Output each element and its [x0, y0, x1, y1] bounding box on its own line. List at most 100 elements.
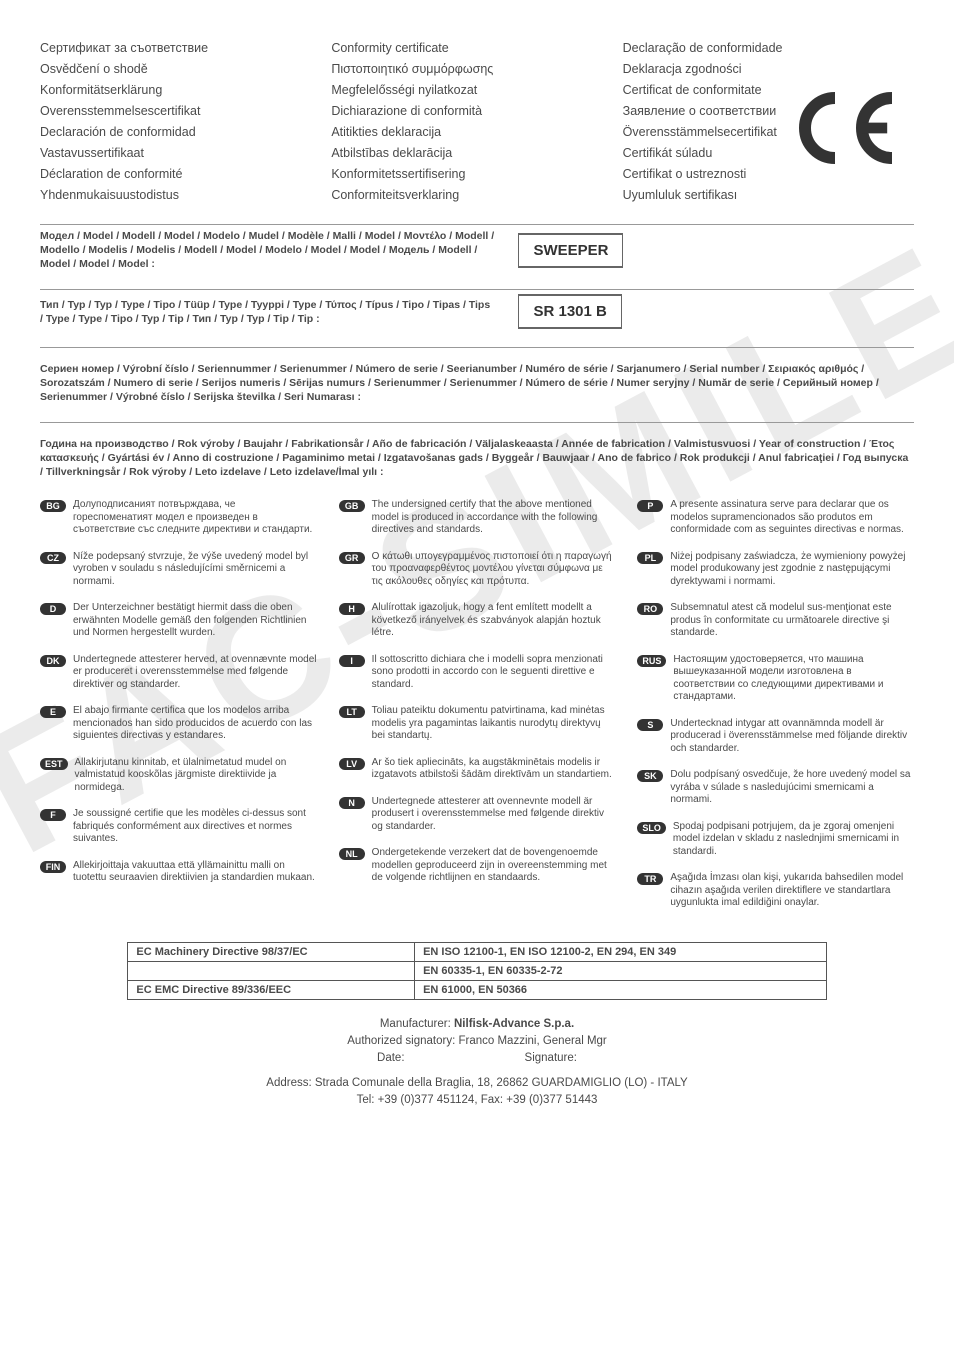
country-badge: BG	[40, 500, 66, 512]
statement-item: BG Долуподписаният потвърждава, че горесп…	[40, 499, 317, 537]
title-item: Atitikties deklaracija	[331, 122, 622, 143]
country-badge: RUS	[637, 655, 666, 667]
title-item: Uyumluluk sertifikası	[623, 185, 914, 206]
country-badge: F	[40, 809, 66, 821]
tel: Tel: +39 (0)377 451124, Fax: +39 (0)377 …	[40, 1092, 914, 1109]
manufacturer-label: Manufacturer:	[380, 1018, 454, 1030]
statement-item: DKUndertegnede attesterer herved, at ove…	[40, 654, 317, 692]
statement-item: IIl sottoscritto dichiara che i modelli …	[339, 654, 616, 692]
statement-item: EST Allakirjutanu kinnitab, et ülalnimeta…	[40, 757, 317, 795]
model-label: Модел / Model / Modell / Model / Modelo …	[40, 229, 494, 271]
statement-text: Il sottoscritto dichiara che i modelli s…	[372, 654, 616, 692]
signature-label: Signature:	[525, 1050, 577, 1067]
title-item: Vastavussertifikaat	[40, 143, 331, 164]
statement-item: D Der Unterzeichner bestätigt hiermit das…	[40, 602, 317, 640]
signatory: Authorized signatory: Franco Mazzini, Ge…	[40, 1033, 914, 1050]
title-item: Osvědčení o shodě	[40, 59, 331, 80]
country-badge: SLO	[637, 822, 666, 834]
country-badge: LV	[339, 758, 365, 770]
title-item: Deklaracja zgodności	[623, 59, 914, 80]
title-item: Atbilstības deklarācija	[331, 143, 622, 164]
statement-item: GB The undersigned certify that the above…	[339, 499, 616, 537]
statement-item: RO Subsemnatul atest că modelul sus-menţi…	[637, 602, 914, 640]
table-row: EC EMC Directive 89/336/EEC EN 61000, EN…	[128, 980, 826, 999]
statement-item: RUSНастоящим удостоверяется, что машина …	[637, 654, 914, 704]
statement-text: Undertegnede attesterer herved, at ovenn…	[73, 654, 317, 692]
statement-item: LT Toliau pateiktu dokumentu patvirtinama…	[339, 705, 616, 743]
country-badge: CZ	[40, 552, 66, 564]
statement-item: F Je soussigné certifie que les modèles c…	[40, 808, 317, 846]
statement-item: LVAr šo tiek apliecināts, ka augstākminē…	[339, 757, 616, 782]
statement-text: Allakirjutanu kinnitab, et ülalnimetatud…	[75, 757, 317, 795]
statement-item: CZ Níže podepsaný stvrzuje, že výše uvede…	[40, 551, 317, 589]
country-badge: GR	[339, 552, 365, 564]
country-badge: P	[637, 500, 663, 512]
title-item: Conformiteitsverklaring	[331, 185, 622, 206]
statement-text: A presente assinatura serve para declara…	[670, 499, 914, 537]
statement-text: Alulírottak igazoljuk, hogy a fent említ…	[372, 602, 616, 640]
type-value: SR 1301 B	[518, 294, 621, 329]
title-item: Declaração de conformidade	[623, 38, 914, 59]
directive-cell	[128, 961, 415, 980]
country-badge: E	[40, 706, 66, 718]
serial-label: Сериен номер / Výrobní číslo / Seriennum…	[40, 347, 914, 404]
title-item: Konformitetssertifisering	[331, 164, 622, 185]
statement-text: Ο κάτωθι υπογεγραμμένος πιστοποιεί ότι η…	[372, 551, 616, 589]
directives-table: EC Machinery Directive 98/37/EC EN ISO 1…	[127, 942, 826, 1000]
statement-text: El abajo firmante certifica que los mode…	[73, 705, 317, 743]
standard-cell: EN ISO 12100-1, EN ISO 12100-2, EN 294, …	[415, 942, 827, 961]
statement-item: E El abajo firmante certifica que los mod…	[40, 705, 317, 743]
country-badge: NL	[339, 848, 365, 860]
model-section: Модел / Model / Modell / Model / Modelo …	[40, 224, 914, 271]
title-item: Πιστοποιητικό συμμόρφωσης	[331, 59, 622, 80]
title-item: Konformitätserklärung	[40, 80, 331, 101]
statement-text: Dolu podpísaný osvedčuje, že hore uveden…	[670, 769, 914, 807]
title-item: Megfelelősségi nyilatkozat	[331, 80, 622, 101]
statement-item: FINAllekirjoittaja vakuuttaa että ylläma…	[40, 860, 317, 885]
statement-item: TR Aşağıda İmzası olan kişi, yukarıda bah…	[637, 872, 914, 910]
statement-text: Der Unterzeichner bestätigt hiermit dass…	[73, 602, 317, 640]
statement-text: The undersigned certify that the above m…	[372, 499, 616, 537]
country-badge: EST	[40, 758, 68, 770]
statement-text: Undertegnede attesterer att ovennevnte m…	[372, 796, 616, 834]
type-section: Тип / Typ / Typ / Type / Tipo / Tüüp / T…	[40, 289, 914, 329]
date-label: Date:	[377, 1050, 405, 1067]
country-badge: S	[637, 719, 663, 731]
statement-text: Niżej podpisany zaświadcza, że wymienion…	[670, 551, 914, 589]
statement-text: Spodaj podpisani potrjujem, da je zgoraj…	[673, 821, 914, 859]
year-label: Година на производство / Rok výroby / Ba…	[40, 422, 914, 479]
standard-cell: EN 61000, EN 50366	[415, 980, 827, 999]
title-item: Conformity certificate	[331, 38, 622, 59]
table-row: EN 60335-1, EN 60335-2-72	[128, 961, 826, 980]
type-label: Тип / Typ / Typ / Type / Tipo / Tüüp / T…	[40, 298, 494, 326]
statement-item: N Undertegnede attesterer att ovennevnte …	[339, 796, 616, 834]
title-item: Dichiarazione di conformità	[331, 101, 622, 122]
statement-text: Toliau pateiktu dokumentu patvirtinama, …	[372, 705, 616, 743]
address: Address: Strada Comunale della Braglia, …	[40, 1075, 914, 1092]
statement-text: Je soussigné certifie que les modèles ci…	[73, 808, 317, 846]
title-item: Yhdenmukaisuustodistus	[40, 185, 331, 206]
statement-text: Subsemnatul atest că modelul sus-menţion…	[670, 602, 914, 640]
country-badge: GB	[339, 500, 365, 512]
title-item: Сертификат за съответствие	[40, 38, 331, 59]
statement-text: Aşağıda İmzası olan kişi, yukarıda bahse…	[670, 872, 914, 910]
country-badge: LT	[339, 706, 365, 718]
standard-cell: EN 60335-1, EN 60335-2-72	[415, 961, 827, 980]
country-badge: TR	[637, 873, 663, 885]
footer: Manufacturer: Nilfisk-Advance S.p.a. Aut…	[40, 1016, 914, 1109]
statement-item: P A presente assinatura serve para declar…	[637, 499, 914, 537]
country-badge: D	[40, 603, 66, 615]
directive-cell: EC EMC Directive 89/336/EEC	[128, 980, 415, 999]
statement-text: Níže podepsaný stvrzuje, že výše uvedený…	[73, 551, 317, 589]
statement-text: Долуподписаният потвърждава, че гореспом…	[73, 499, 317, 537]
model-value: SWEEPER	[518, 233, 623, 268]
country-badge: N	[339, 797, 365, 809]
title-item: Overensstemmelsescertifikat	[40, 101, 331, 122]
statement-item: SUndertecknad intygar att ovannämnda mod…	[637, 718, 914, 756]
table-row: EC Machinery Directive 98/37/EC EN ISO 1…	[128, 942, 826, 961]
ce-mark-logo	[784, 88, 904, 171]
statement-item: GR Ο κάτωθι υπογεγραμμένος πιστοποιεί ότι…	[339, 551, 616, 589]
country-badge: RO	[637, 603, 663, 615]
certificate-titles: Сертификат за съответствие Osvědčení o s…	[40, 38, 914, 206]
country-badge: H	[339, 603, 365, 615]
